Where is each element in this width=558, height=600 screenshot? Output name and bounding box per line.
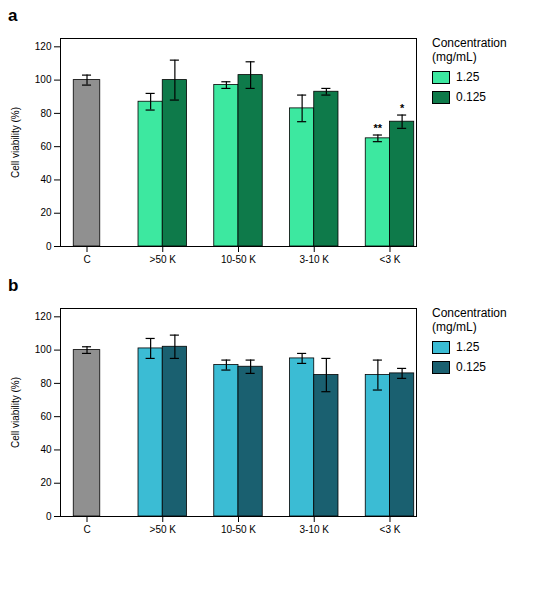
svg-text:0: 0 bbox=[46, 241, 52, 252]
svg-text:>50 K: >50 K bbox=[150, 254, 177, 265]
svg-text:3-10 K: 3-10 K bbox=[300, 524, 330, 535]
svg-text:<3 K: <3 K bbox=[380, 524, 401, 535]
svg-text:C: C bbox=[83, 524, 90, 535]
svg-text:<3 K: <3 K bbox=[380, 254, 401, 265]
svg-text:>50 K: >50 K bbox=[150, 524, 177, 535]
svg-text:80: 80 bbox=[40, 108, 52, 119]
html-text:b: b bbox=[8, 276, 19, 295]
svg-text:40: 40 bbox=[40, 174, 52, 185]
svg-text:0: 0 bbox=[46, 511, 52, 522]
svg-text:10-50 K: 10-50 K bbox=[221, 254, 256, 265]
html-text:Concentration (mg/mL): Concentration (mg/mL) bbox=[432, 306, 507, 334]
html-text:a: a bbox=[8, 6, 18, 25]
svg-text:10-50 K: 10-50 K bbox=[221, 524, 256, 535]
html-text:0.125: 0.125 bbox=[456, 90, 486, 104]
svg-text:40: 40 bbox=[40, 444, 52, 455]
svg-text:C: C bbox=[83, 254, 90, 265]
svg-text:120: 120 bbox=[35, 311, 52, 322]
html-text:0.125: 0.125 bbox=[456, 360, 486, 374]
svg-text:60: 60 bbox=[40, 411, 52, 422]
svg-text:*: * bbox=[400, 102, 405, 114]
svg-text:20: 20 bbox=[40, 207, 52, 218]
svg-text:Cell viability (%): Cell viability (%) bbox=[10, 377, 21, 448]
svg-text:**: ** bbox=[374, 122, 383, 134]
svg-text:100: 100 bbox=[35, 344, 52, 355]
svg-text:20: 20 bbox=[40, 477, 52, 488]
svg-text:60: 60 bbox=[40, 141, 52, 152]
svg-text:Cell viability (%): Cell viability (%) bbox=[10, 107, 21, 178]
html-text:1.25: 1.25 bbox=[456, 70, 480, 84]
svg-text:120: 120 bbox=[35, 41, 52, 52]
html-text:Concentration (mg/mL): Concentration (mg/mL) bbox=[432, 36, 507, 64]
svg-text:3-10 K: 3-10 K bbox=[300, 254, 330, 265]
svg-text:100: 100 bbox=[35, 74, 52, 85]
svg-text:80: 80 bbox=[40, 378, 52, 389]
html-text:1.25: 1.25 bbox=[456, 340, 480, 354]
